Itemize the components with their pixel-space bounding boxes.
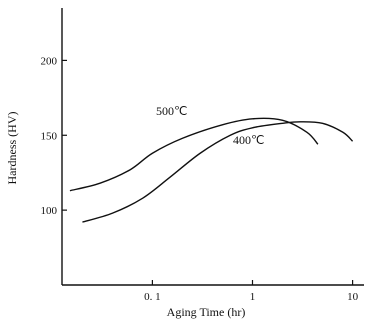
y-axis-label: Hardness (HV) (5, 112, 19, 185)
series-line-0 (69, 117, 319, 192)
curves-layer (69, 117, 354, 223)
x-tick-label: 0. 1 (144, 291, 161, 303)
y-tick-label: 200 (41, 55, 58, 67)
x-axis-label: Aging Time (hr) (167, 305, 246, 319)
ticks-layer: 0. 1 1 10 100 150 200 (41, 55, 359, 303)
y-tick-label: 100 (41, 205, 58, 217)
series-line-1 (82, 121, 354, 223)
series-label-400: 400℃ (233, 133, 264, 147)
x-tick-label: 10 (347, 291, 359, 303)
series-label-500: 500℃ (156, 104, 187, 118)
x-tick-label: 1 (250, 291, 256, 303)
y-tick-label: 150 (41, 130, 58, 142)
